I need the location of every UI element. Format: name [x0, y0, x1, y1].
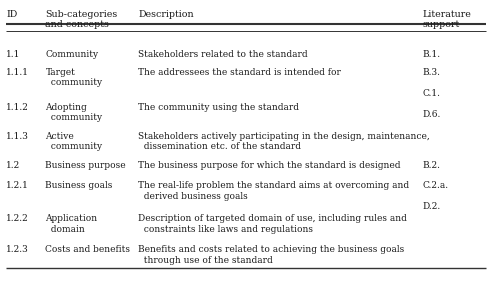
Text: The community using the standard: The community using the standard — [138, 103, 299, 112]
Text: 1.1.3: 1.1.3 — [6, 132, 29, 141]
Text: 1.2.2: 1.2.2 — [6, 214, 29, 223]
Text: Stakeholders actively participating in the design, maintenance,
  dissemination : Stakeholders actively participating in t… — [138, 132, 430, 151]
Text: Costs and benefits: Costs and benefits — [45, 245, 130, 254]
Text: B.1.: B.1. — [422, 50, 440, 59]
Text: The business purpose for which the standard is designed: The business purpose for which the stand… — [138, 161, 401, 170]
Text: Application
  domain: Application domain — [45, 214, 98, 234]
Text: Active
  community: Active community — [45, 132, 103, 151]
Text: 1.2.1: 1.2.1 — [6, 181, 29, 190]
Text: Description of targeted domain of use, including rules and
  constraints like la: Description of targeted domain of use, i… — [138, 214, 407, 234]
Text: The addressees the standard is intended for: The addressees the standard is intended … — [138, 68, 341, 77]
Text: B.3.

C.1.

D.6.: B.3. C.1. D.6. — [422, 68, 441, 119]
Text: B.2.: B.2. — [422, 161, 440, 170]
Text: 1.1: 1.1 — [6, 50, 21, 59]
Text: Description: Description — [138, 10, 194, 19]
Text: 1.1.1: 1.1.1 — [6, 68, 29, 77]
Text: ID: ID — [6, 10, 18, 19]
Text: Stakeholders related to the standard: Stakeholders related to the standard — [138, 50, 308, 59]
Text: Sub-categories
and concepts: Sub-categories and concepts — [45, 10, 118, 29]
Text: Community: Community — [45, 50, 99, 59]
Text: 1.1.2: 1.1.2 — [6, 103, 29, 112]
Text: C.2.a.

D.2.: C.2.a. D.2. — [422, 181, 448, 211]
Text: Benefits and costs related to achieving the business goals
  through use of the : Benefits and costs related to achieving … — [138, 245, 404, 265]
Text: Business goals: Business goals — [45, 181, 113, 190]
Text: Adopting
  community: Adopting community — [45, 103, 103, 122]
Text: Literature
support: Literature support — [422, 10, 471, 29]
Text: 1.2.3: 1.2.3 — [6, 245, 29, 254]
Text: Business purpose: Business purpose — [45, 161, 126, 170]
Text: The real-life problem the standard aims at overcoming and
  derived business goa: The real-life problem the standard aims … — [138, 181, 409, 201]
Text: 1.2: 1.2 — [6, 161, 21, 170]
Text: Target
  community: Target community — [45, 68, 103, 87]
